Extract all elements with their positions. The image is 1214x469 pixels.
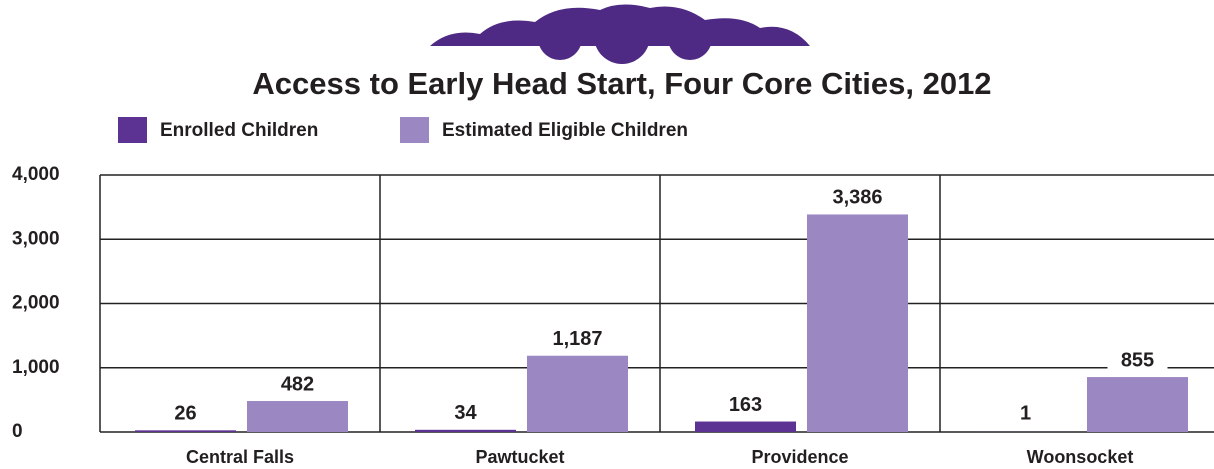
y-tick-label: 3,000 — [12, 228, 60, 249]
value-label: 482 — [281, 373, 314, 395]
value-label: 855 — [1121, 349, 1154, 371]
x-tick-label: Pawtucket — [475, 447, 564, 467]
y-tick-label: 1,000 — [12, 357, 60, 378]
value-label: 34 — [454, 402, 477, 424]
value-label: 163 — [729, 394, 762, 416]
chart: Access to Early Head Start, Four Core Ci… — [0, 0, 1214, 469]
y-tick-label: 0 — [12, 421, 23, 442]
bar — [1087, 377, 1188, 432]
chart-title: Access to Early Head Start, Four Core Ci… — [252, 66, 991, 101]
bar — [415, 430, 516, 432]
legend-label: Estimated Eligible Children — [442, 120, 688, 141]
legend-swatch — [118, 117, 147, 143]
bar — [135, 430, 236, 432]
bar — [247, 401, 348, 432]
y-tick-label: 2,000 — [12, 293, 60, 314]
value-label: 3,386 — [832, 187, 882, 209]
y-tick-label: 4,000 — [12, 164, 60, 185]
bar — [527, 356, 628, 432]
value-label: 26 — [174, 402, 196, 424]
x-tick-label: Woonsocket — [1027, 447, 1134, 467]
x-tick-label: Providence — [751, 447, 848, 467]
value-label: 1 — [1020, 402, 1031, 424]
value-label: 1,187 — [552, 328, 602, 350]
header-decoration — [430, 4, 810, 64]
x-tick-label: Central Falls — [186, 447, 294, 467]
bar — [695, 422, 796, 432]
bar — [807, 214, 908, 432]
legend-label: Enrolled Children — [160, 120, 318, 141]
legend-swatch — [400, 117, 429, 143]
